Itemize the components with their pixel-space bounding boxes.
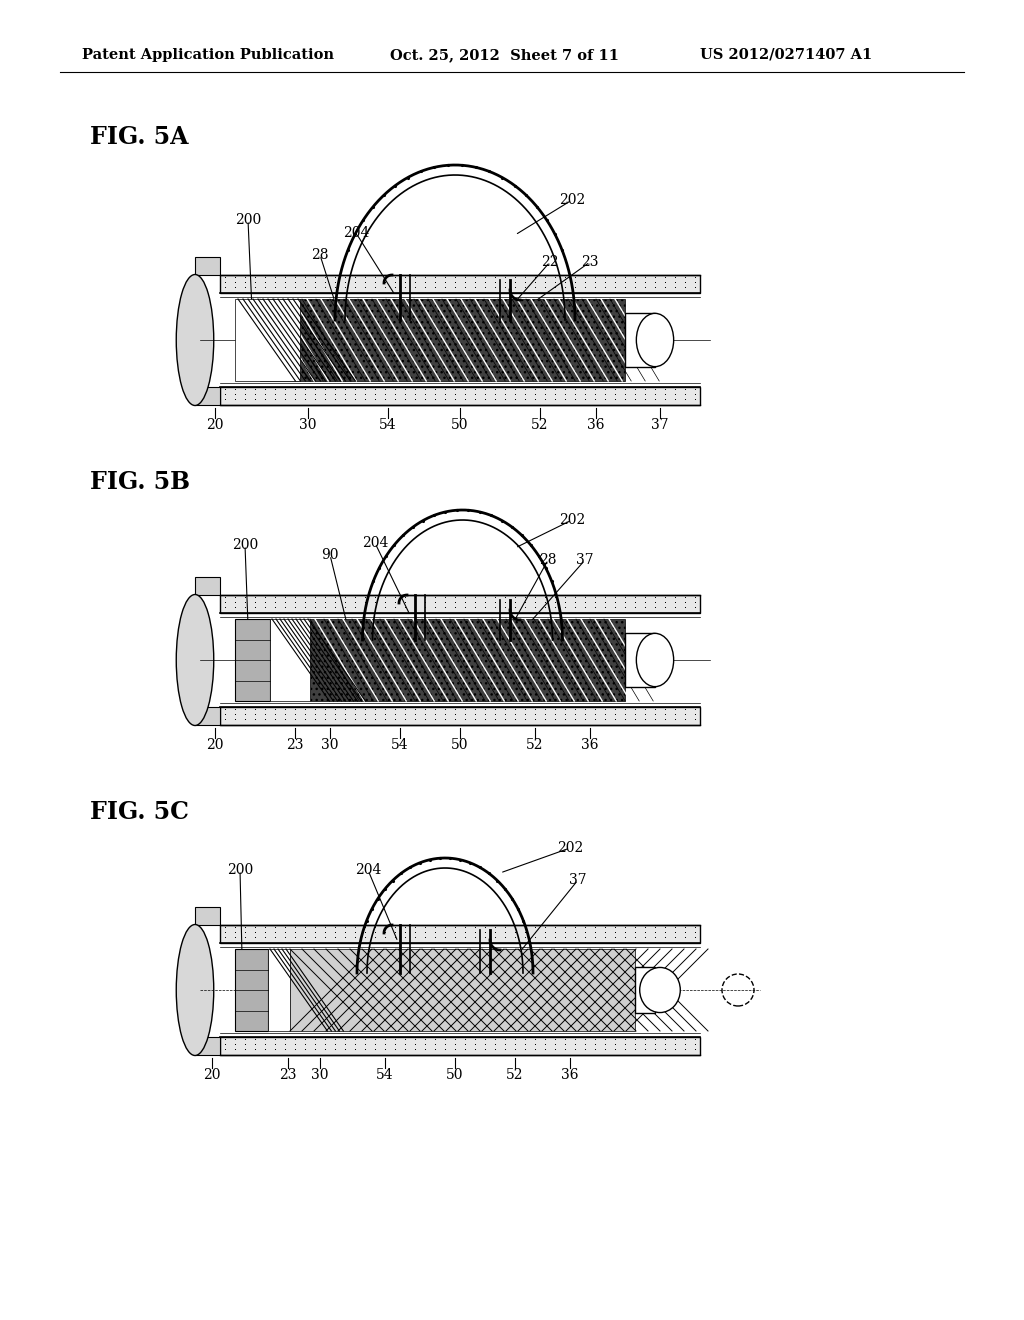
Bar	[234, 619, 270, 701]
Bar	[195, 907, 220, 925]
Text: 202: 202	[559, 513, 585, 527]
Ellipse shape	[636, 313, 674, 367]
Text: 200: 200	[227, 863, 253, 876]
Text: FIG. 5A: FIG. 5A	[90, 125, 188, 149]
Text: 204: 204	[343, 226, 370, 240]
Text: 50: 50	[452, 418, 469, 432]
Bar	[625, 313, 655, 367]
Text: 36: 36	[587, 418, 605, 432]
Bar	[234, 300, 300, 381]
Bar	[234, 949, 268, 1031]
Text: 23: 23	[582, 255, 599, 269]
Text: 37: 37	[569, 873, 587, 887]
Bar	[220, 612, 700, 708]
Text: 50: 50	[452, 738, 469, 752]
Text: 52: 52	[506, 1068, 523, 1082]
Text: 30: 30	[322, 738, 339, 752]
Text: 37: 37	[651, 418, 669, 432]
Bar	[220, 708, 700, 725]
Text: 90: 90	[322, 548, 339, 562]
Bar	[220, 275, 700, 293]
Bar	[195, 1038, 220, 1055]
Text: 28: 28	[540, 553, 557, 568]
Bar	[290, 949, 635, 1031]
Text: 54: 54	[376, 1068, 394, 1082]
Text: FIG. 5B: FIG. 5B	[90, 470, 190, 494]
Text: 200: 200	[234, 213, 261, 227]
Bar	[195, 257, 220, 275]
Text: 52: 52	[526, 738, 544, 752]
Text: FIG. 5C: FIG. 5C	[90, 800, 188, 824]
Text: 20: 20	[206, 418, 224, 432]
Text: Oct. 25, 2012  Sheet 7 of 11: Oct. 25, 2012 Sheet 7 of 11	[390, 48, 618, 62]
Bar	[260, 300, 625, 381]
Text: 204: 204	[354, 863, 381, 876]
Text: 50: 50	[446, 1068, 464, 1082]
Text: 20: 20	[206, 738, 224, 752]
Text: 36: 36	[582, 738, 599, 752]
Bar	[310, 619, 625, 701]
Bar	[220, 387, 700, 405]
Bar	[195, 577, 220, 595]
Text: 202: 202	[559, 193, 585, 207]
Bar	[220, 925, 700, 942]
Ellipse shape	[176, 924, 214, 1056]
Bar	[625, 634, 655, 686]
Text: 28: 28	[311, 248, 329, 261]
Bar	[268, 949, 290, 1031]
Text: 30: 30	[311, 1068, 329, 1082]
Bar	[220, 1038, 700, 1055]
Ellipse shape	[176, 275, 214, 405]
Ellipse shape	[640, 968, 680, 1012]
Bar	[195, 387, 220, 405]
Text: 200: 200	[231, 539, 258, 552]
Text: 52: 52	[531, 418, 549, 432]
Ellipse shape	[636, 634, 674, 686]
Text: 20: 20	[203, 1068, 221, 1082]
Text: 37: 37	[577, 553, 594, 568]
Text: 23: 23	[287, 738, 304, 752]
Text: 54: 54	[379, 418, 397, 432]
Text: 22: 22	[542, 255, 559, 269]
Text: US 2012/0271407 A1: US 2012/0271407 A1	[700, 48, 872, 62]
Bar	[220, 292, 700, 387]
Text: 36: 36	[561, 1068, 579, 1082]
Bar	[195, 708, 220, 725]
Bar	[635, 968, 655, 1012]
Text: 30: 30	[299, 418, 316, 432]
Text: 204: 204	[361, 536, 388, 550]
Ellipse shape	[176, 594, 214, 726]
Text: 23: 23	[280, 1068, 297, 1082]
Bar	[220, 942, 700, 1038]
Text: Patent Application Publication: Patent Application Publication	[82, 48, 334, 62]
Bar	[220, 595, 700, 612]
Text: 54: 54	[391, 738, 409, 752]
Text: 202: 202	[557, 841, 583, 855]
Bar	[270, 619, 310, 701]
